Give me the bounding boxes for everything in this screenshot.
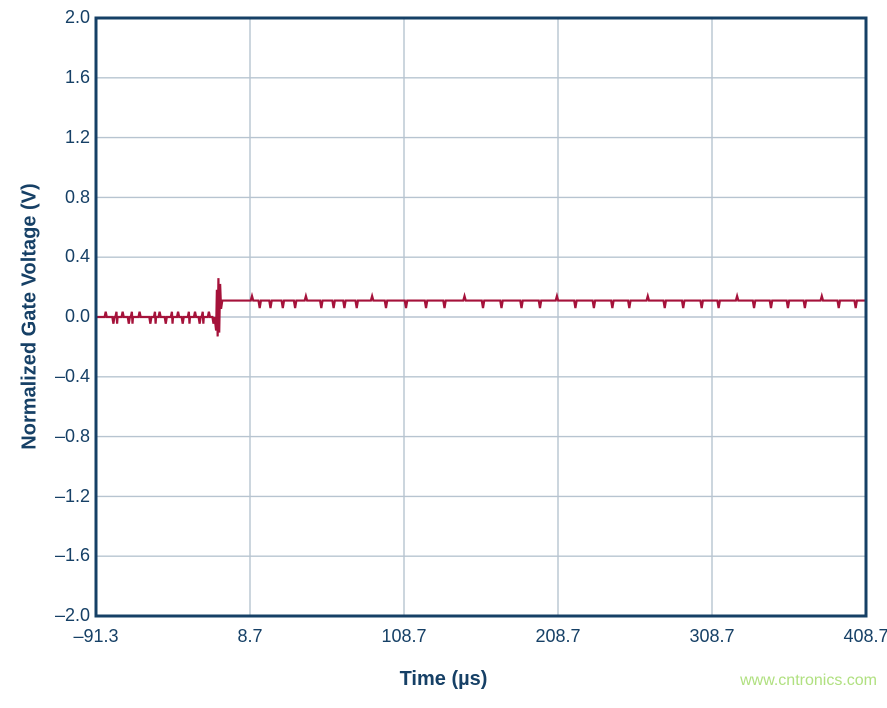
x-tick-label: –91.3 bbox=[51, 626, 141, 647]
y-tick-label: 0.0 bbox=[40, 306, 90, 327]
y-tick-label: –1.6 bbox=[40, 545, 90, 566]
y-axis-label: Normalized Gate Voltage (V) bbox=[19, 177, 42, 457]
y-tick-label: 1.6 bbox=[40, 67, 90, 88]
x-tick-label: 408.7 bbox=[821, 626, 887, 647]
y-tick-label: 0.8 bbox=[40, 187, 90, 208]
y-tick-label: –2.0 bbox=[40, 605, 90, 626]
y-tick-label: 1.2 bbox=[40, 127, 90, 148]
y-tick-label: –0.8 bbox=[40, 426, 90, 447]
y-tick-label: –1.2 bbox=[40, 486, 90, 507]
y-tick-label: 0.4 bbox=[40, 246, 90, 267]
x-tick-label: 8.7 bbox=[205, 626, 295, 647]
x-tick-label: 208.7 bbox=[513, 626, 603, 647]
watermark-text: www.cntronics.com bbox=[740, 672, 877, 690]
x-tick-label: 108.7 bbox=[359, 626, 449, 647]
voltage-time-chart bbox=[0, 0, 887, 708]
x-tick-label: 308.7 bbox=[667, 626, 757, 647]
y-tick-label: –0.4 bbox=[40, 366, 90, 387]
y-tick-label: 2.0 bbox=[40, 7, 90, 28]
